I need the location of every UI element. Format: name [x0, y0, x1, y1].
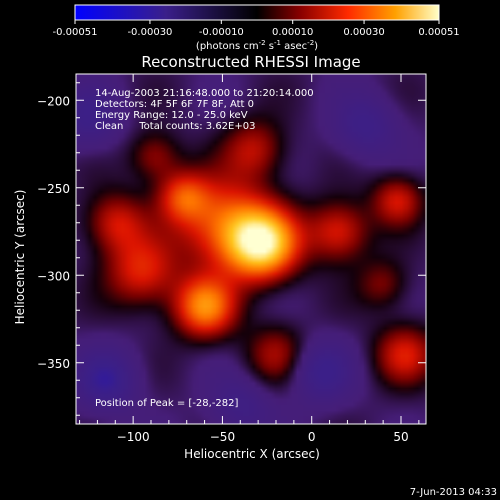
- colorbar-tick-label: -0.00051: [53, 27, 98, 38]
- x-axis-title: Heliocentric X (arcsec): [184, 447, 320, 461]
- colorbar-gradient: [74, 4, 440, 21]
- y-tick-label: −200: [37, 94, 70, 108]
- peak-position-label: Position of Peak = [-28,-282]: [95, 398, 239, 409]
- annotation-detectors: Detectors: 4F 5F 6F 7F 8F, Att 0: [95, 99, 254, 110]
- colorbar-ticks: -0.00051 -0.00030 -0.00010 0.00010 0.00030 0.…: [53, 20, 460, 38]
- y-axis-title: Heliocentric Y (arcsec): [13, 190, 27, 325]
- colorbar-tick-label: -0.00030: [127, 27, 172, 38]
- x-tick-label: −50: [210, 430, 235, 444]
- annotation-time-range: 14-Aug-2003 21:16:48.000 to 21:20:14.000: [95, 88, 314, 99]
- chart-title: Reconstructed RHESSI Image: [141, 53, 360, 71]
- colorbar-tick-label: 0.00051: [418, 27, 459, 38]
- annotation-clean-counts: Clean Total counts: 3.62E+03: [95, 121, 255, 132]
- x-tick-label: 50: [393, 430, 408, 444]
- timestamp: 7-Jun-2013 04:33: [410, 487, 497, 498]
- colorbar-units: (photons cm-2 s-1 asec-2): [196, 39, 318, 52]
- annotation-block: 14-Aug-2003 21:16:48.000 to 21:20:14.000…: [95, 88, 314, 132]
- heatmap-canvas: [76, 74, 426, 424]
- y-tick-label: −350: [37, 357, 70, 371]
- x-tick-label: −100: [117, 430, 150, 444]
- x-tick-label: 0: [308, 430, 316, 444]
- colorbar-tick-label: 0.00010: [272, 27, 313, 38]
- colorbar-tick-label: -0.00010: [199, 27, 244, 38]
- plot-frame: [75, 73, 427, 425]
- colorbar: -0.00051 -0.00030 -0.00010 0.00010 0.00030 0.…: [53, 4, 460, 52]
- colorbar-tick-label: 0.00030: [343, 27, 384, 38]
- heatmap-image-container: [76, 74, 426, 424]
- axes: −100 −50 0 50 −200 −250 −300 −350: [37, 74, 426, 444]
- annotation-energy-range: Energy Range: 12.0 - 25.0 keV: [95, 110, 248, 121]
- y-tick-label: −250: [37, 182, 70, 196]
- y-tick-label: −300: [37, 269, 70, 283]
